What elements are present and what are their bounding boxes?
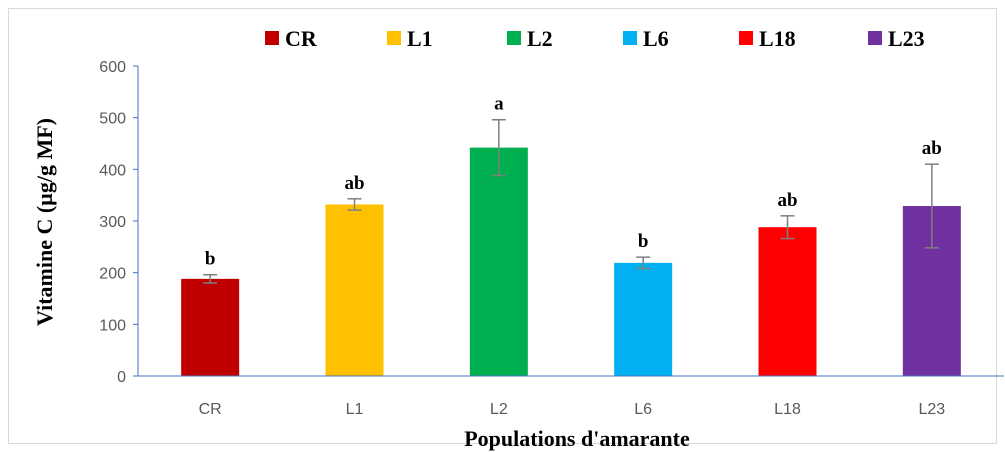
legend-swatch: [387, 31, 401, 45]
legend-item-l1: L1: [387, 26, 433, 51]
bar-l1: [325, 204, 384, 376]
significance-label-l1: ab: [344, 173, 364, 194]
legend-label: L2: [527, 26, 553, 51]
legend-item-l23: L23: [868, 26, 925, 51]
error-bar-cr: [203, 273, 218, 284]
legend-swatch: [265, 31, 279, 45]
legend-item-cr: CR: [265, 26, 318, 51]
x-tick-label-l6: L6: [634, 401, 652, 418]
y-tick-label: 100: [99, 317, 126, 334]
error-bar-l6: [636, 256, 651, 270]
bar-l6: [614, 262, 673, 376]
significance-label-l23: ab: [922, 138, 942, 159]
y-tick-label: 600: [99, 59, 126, 76]
significance-label-l18: ab: [777, 190, 797, 211]
y-tick-label: 500: [99, 111, 126, 128]
legend-label: L23: [888, 26, 925, 51]
legend-swatch: [507, 31, 521, 45]
x-tick-label-cr: CR: [199, 401, 222, 418]
legend-label: L18: [759, 26, 796, 51]
error-bar-l1: [347, 198, 362, 211]
legend-item-l6: L6: [623, 26, 669, 51]
y-tick-label: 400: [99, 162, 126, 179]
legend: CR L1 L2 L6 L18 L23: [265, 26, 925, 51]
legend-swatch: [868, 31, 882, 45]
y-axis-title: Vitamine C (µg/g MF): [32, 118, 57, 326]
bar-l2: [469, 147, 528, 376]
error-bars: [203, 118, 939, 284]
x-tick-label-l23: L23: [918, 401, 945, 418]
y-tick-label: 0: [117, 369, 126, 386]
legend-item-l2: L2: [507, 26, 553, 51]
legend-label: CR: [285, 26, 318, 51]
x-tick-label-l1: L1: [346, 401, 364, 418]
x-tick-label-l2: L2: [490, 401, 508, 418]
error-bar-l18: [780, 215, 795, 240]
y-tick-label: 300: [99, 214, 126, 231]
x-axis-ticks: CR L1 L2 L6 L18 L23: [199, 401, 946, 418]
legend-label: L1: [407, 26, 433, 51]
error-bar-l2: [491, 118, 506, 177]
legend-swatch: [739, 31, 753, 45]
significance-label-l6: b: [638, 231, 649, 252]
significance-label-l2: a: [494, 94, 504, 115]
significance-label-cr: b: [205, 249, 216, 270]
bar-cr: [181, 278, 240, 376]
bars: [181, 147, 961, 376]
bar-l18: [758, 227, 817, 376]
legend-label: L6: [643, 26, 669, 51]
legend-item-l18: L18: [739, 26, 796, 51]
legend-swatch: [623, 31, 637, 45]
x-tick-label-l18: L18: [774, 401, 801, 418]
x-axis-title: Populations d'amarante: [464, 426, 690, 451]
y-axis-ticks: 0 100 200 300 400 500 600: [99, 59, 138, 386]
error-bar-l23: [924, 163, 939, 249]
y-tick-label: 200: [99, 266, 126, 283]
